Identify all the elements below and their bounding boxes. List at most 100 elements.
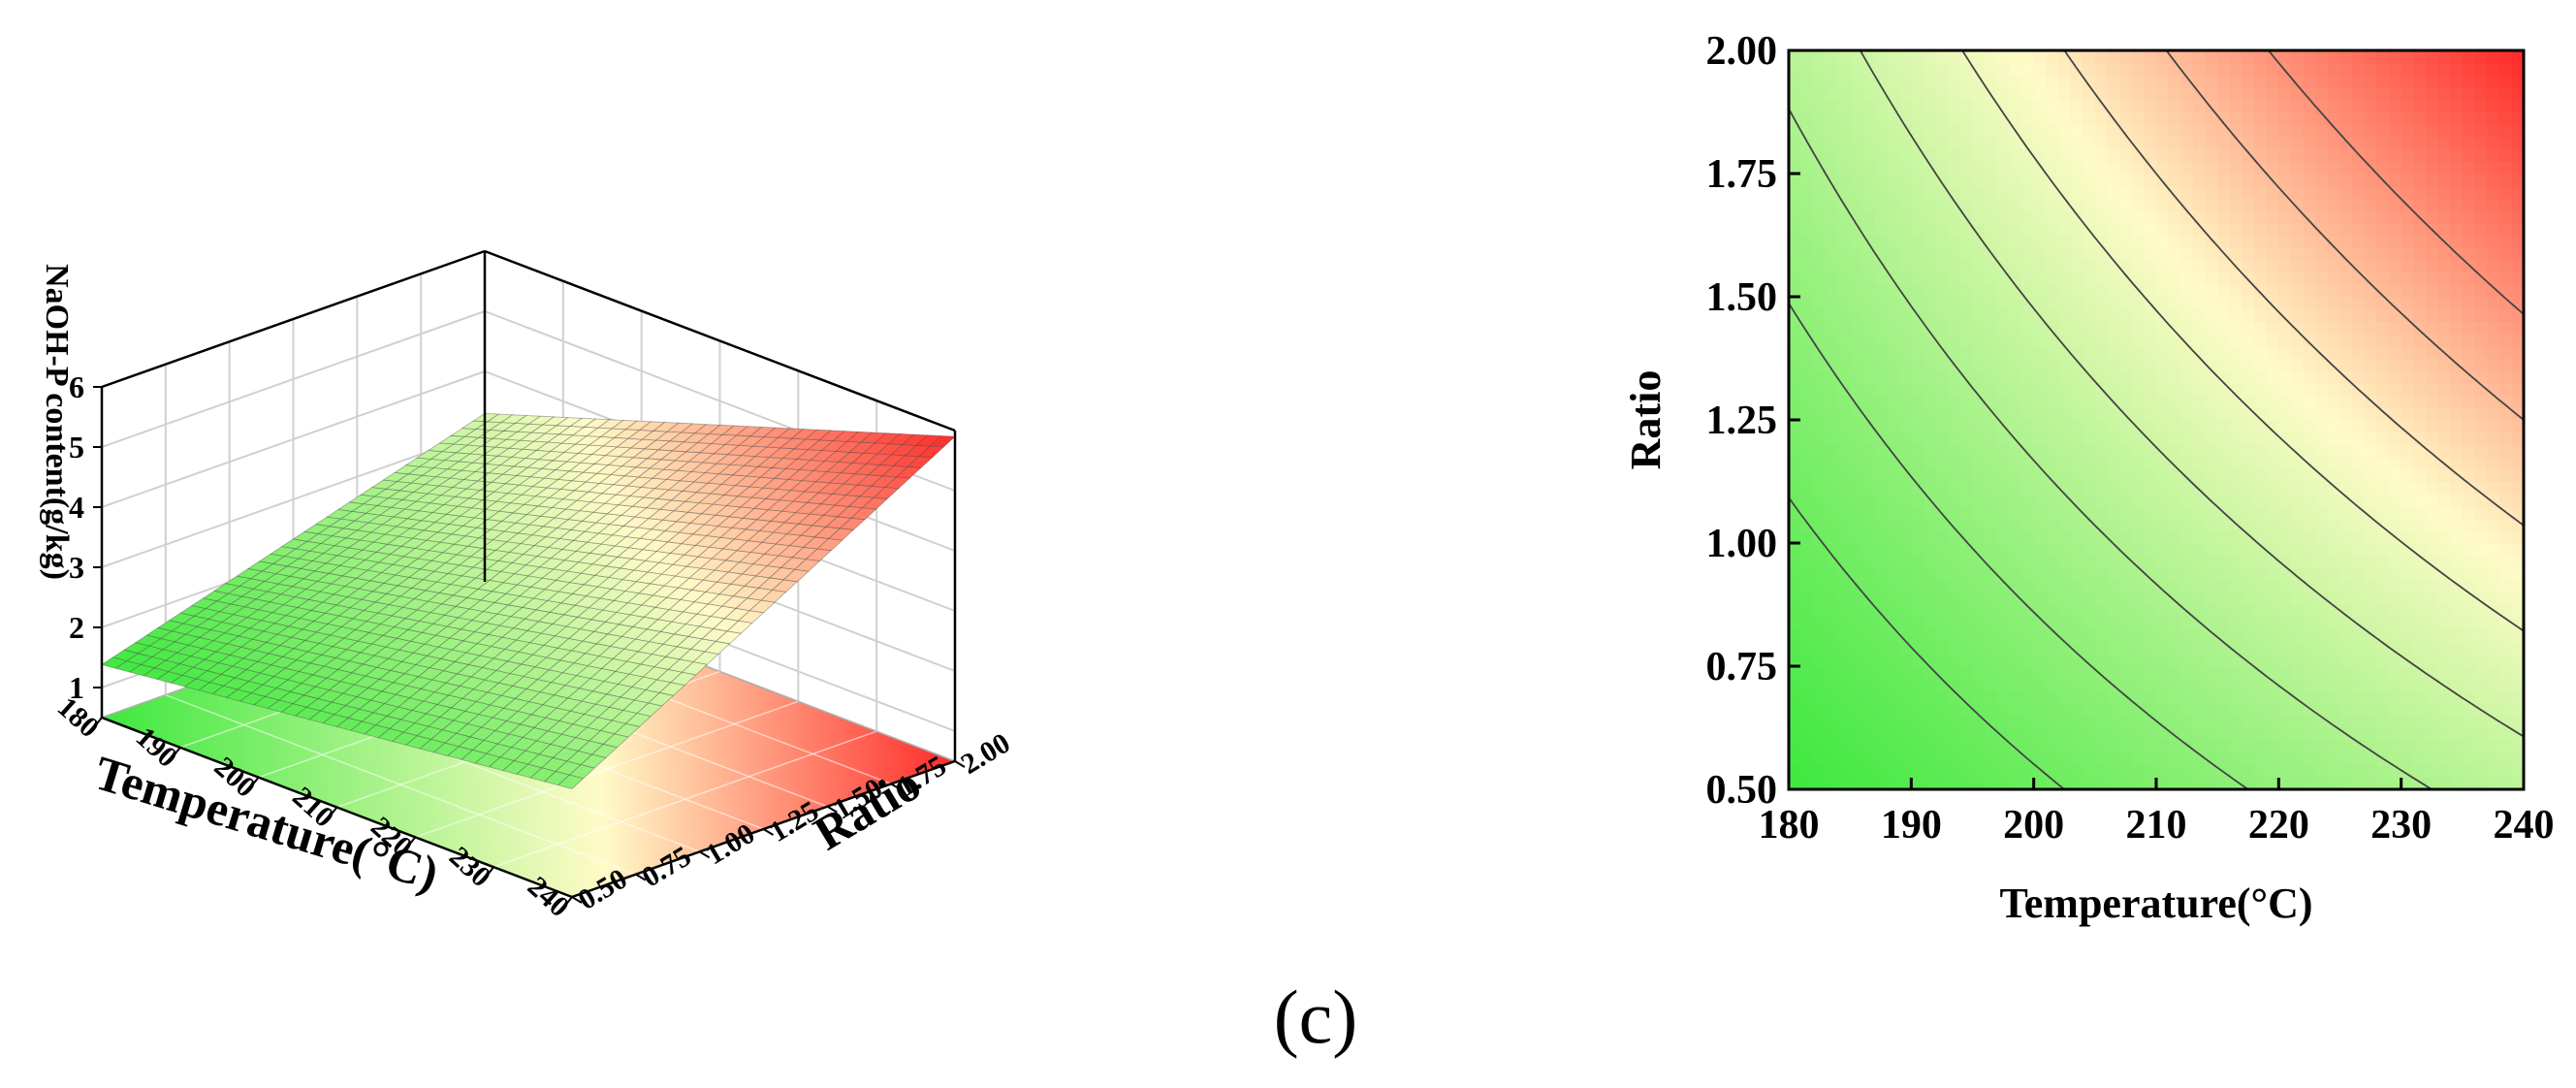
heatmap-cell (2339, 136, 2353, 150)
heatmap-cell (1985, 284, 1998, 298)
heatmap-cell (2254, 703, 2268, 717)
heatmap-cell (2009, 518, 2022, 531)
heatmap-cell (2009, 75, 2022, 88)
heatmap-cell (2094, 592, 2109, 606)
heatmap-cell (2094, 481, 2109, 495)
heatmap-cell (2498, 395, 2512, 408)
heatmap-cell (2168, 678, 2181, 691)
heatmap-cell (2327, 580, 2341, 593)
heatmap-cell (2242, 136, 2255, 150)
heatmap-cell (2413, 358, 2427, 371)
heatmap-cell (2156, 764, 2170, 778)
heatmap-cell (2192, 161, 2207, 175)
heatmap-cell (1923, 198, 1937, 211)
heatmap-cell (1874, 198, 1888, 211)
heatmap-cell (2168, 62, 2181, 76)
heatmap-cell (2033, 124, 2047, 138)
heatmap-cell (1825, 457, 1839, 470)
heatmap-cell (2144, 272, 2157, 285)
heatmap-cell (2107, 370, 2120, 384)
heatmap-cell (2474, 444, 2488, 458)
heatmap-cell (1911, 641, 1924, 655)
heatmap-cell (2450, 505, 2464, 520)
heatmap-cell (1837, 604, 1851, 618)
heatmap-cell (2266, 99, 2279, 113)
heatmap-cell (2303, 321, 2316, 335)
heatmap-cell (1985, 727, 1998, 741)
heatmap-cell (2425, 370, 2439, 384)
heatmap-cell (2376, 345, 2390, 360)
heatmap-cell (1861, 210, 1876, 224)
heatmap-cell (2511, 222, 2524, 237)
heatmap-cell (1837, 678, 1851, 691)
heatmap-cell (2425, 99, 2439, 113)
heatmap-cell (2217, 382, 2231, 397)
heatmap-cell (1923, 50, 1937, 64)
heatmap-cell (1887, 50, 1900, 64)
heatmap-cell (2364, 580, 2377, 593)
heatmap-cell (2217, 457, 2231, 470)
heatmap-cell (1985, 75, 1998, 88)
y-tick-label: 1.00 (1706, 522, 1778, 566)
heatmap-cell (1996, 334, 2010, 347)
heatmap-cell (2487, 432, 2500, 445)
heatmap-cell (2094, 432, 2109, 445)
heatmap-cell (1825, 666, 1839, 680)
heatmap-cell (2389, 727, 2402, 741)
heatmap-cell (2425, 148, 2439, 162)
heatmap-cell (2205, 407, 2218, 421)
heatmap-cell (2401, 505, 2414, 520)
heatmap-cell (2144, 777, 2157, 789)
heatmap-cell (2278, 50, 2292, 64)
heatmap-cell (2450, 382, 2464, 397)
heatmap-cell (2278, 641, 2292, 655)
heatmap-cell (1800, 284, 1814, 298)
heatmap-cell (1837, 112, 1851, 125)
heatmap-cell (2033, 407, 2047, 421)
heatmap-cell (2254, 210, 2268, 224)
heatmap-cell (1789, 210, 1802, 224)
heatmap-cell (1789, 247, 1802, 261)
heatmap-cell (2437, 580, 2451, 593)
heatmap-cell (2315, 136, 2329, 150)
heatmap-cell (1789, 297, 1802, 310)
heatmap-cell (1959, 777, 1974, 789)
heatmap-cell (1911, 592, 1924, 606)
heatmap-cell (2376, 222, 2390, 237)
heatmap-cell (2376, 382, 2390, 397)
heatmap-cell (2107, 321, 2120, 335)
heatmap-cell (1935, 604, 1949, 618)
heatmap-cell (2229, 148, 2243, 162)
heatmap-cell (2009, 87, 2022, 101)
heatmap-cell (2352, 407, 2366, 421)
heatmap-cell (1935, 395, 1949, 408)
heatmap-cell (2254, 494, 2268, 507)
heatmap-cell (1959, 666, 1974, 680)
heatmap-cell (2070, 703, 2083, 717)
heatmap-cell (2425, 198, 2439, 211)
heatmap-cell (1996, 678, 2010, 691)
heatmap-cell (2425, 272, 2439, 285)
heatmap-cell (1959, 382, 1974, 397)
heatmap-cell (2046, 308, 2059, 322)
heatmap-cell (1887, 112, 1900, 125)
heatmap-cell (2327, 272, 2341, 285)
heatmap-cell (1837, 481, 1851, 495)
heatmap-cell (1813, 124, 1827, 138)
contour-line (1789, 108, 2434, 789)
heatmap-cell (2327, 468, 2341, 483)
heatmap-cell (2437, 87, 2451, 101)
heatmap-cell (1861, 358, 1876, 371)
heatmap-cell (2107, 505, 2120, 520)
heatmap-cell (2046, 457, 2059, 470)
heatmap-cell (1996, 604, 2010, 618)
heatmap-cell (2339, 505, 2353, 520)
heatmap-cell (1911, 740, 1924, 753)
heatmap-cell (2462, 580, 2476, 593)
heatmap-cell (2083, 592, 2096, 606)
heatmap-cell (2389, 174, 2402, 187)
heatmap-cell (1874, 370, 1888, 384)
heatmap-cell (2229, 297, 2243, 310)
heatmap-cell (2057, 395, 2072, 408)
heatmap-cell (2033, 321, 2047, 335)
